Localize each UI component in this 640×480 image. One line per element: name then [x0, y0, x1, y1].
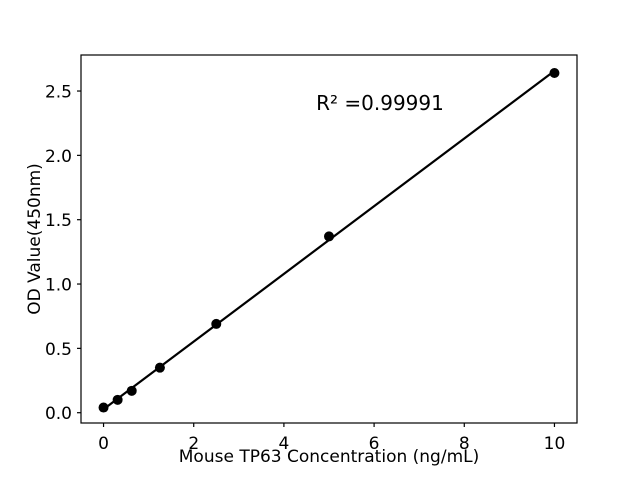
- data-point: [126, 385, 137, 396]
- data-point: [112, 394, 123, 405]
- data-point: [324, 231, 334, 242]
- y-tick-label: 1.5: [45, 211, 72, 231]
- y-tick-label: 2.5: [45, 83, 72, 103]
- y-tick-label: 1.0: [45, 276, 72, 296]
- y-tick-label: 0.5: [45, 340, 72, 360]
- x-axis-label: Mouse TP63 Concentration (ng/mL): [179, 447, 480, 467]
- data-point: [549, 68, 560, 79]
- x-tick-label: 6: [369, 434, 380, 454]
- y-axis-label: OD Value(450nm): [25, 163, 45, 315]
- r-squared-annotation: R² =0.99991: [316, 91, 444, 115]
- data-point: [211, 318, 222, 329]
- x-tick-label: 10: [544, 434, 566, 454]
- plot-area: 0 2 4 6 8 10 0.0 0.5 1.0 1.5 2.0 2.5: [45, 54, 578, 454]
- data-point: [154, 362, 165, 373]
- data-point: [98, 402, 109, 413]
- x-tick-label: 8: [459, 434, 470, 454]
- x-tick-label: 4: [278, 434, 289, 454]
- y-tick-label: 0.0: [45, 404, 72, 424]
- plot-frame: [80, 54, 578, 424]
- x-tick-label: 0: [98, 434, 109, 454]
- y-tick-label: 2.0: [45, 147, 72, 167]
- x-tick-label: 2: [188, 434, 199, 454]
